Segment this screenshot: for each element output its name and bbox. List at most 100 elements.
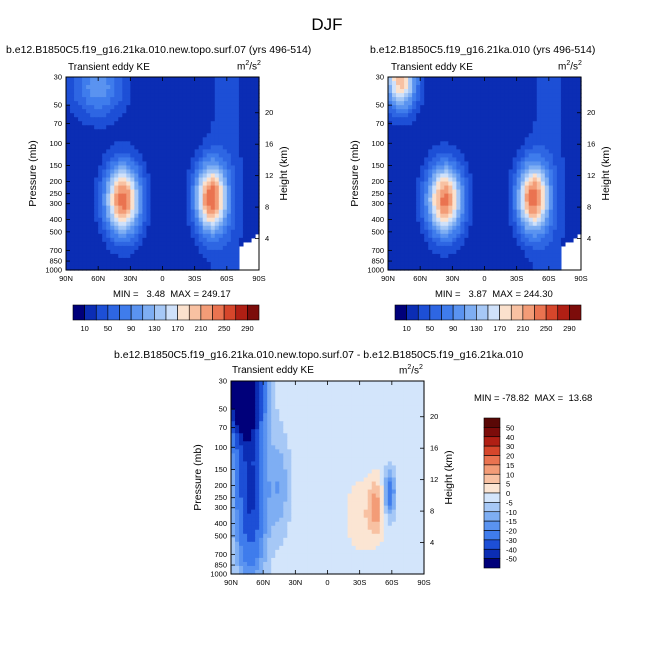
field-cell — [114, 117, 119, 122]
field-cell — [343, 389, 349, 394]
field-cell — [400, 153, 405, 159]
field-cell — [90, 185, 95, 191]
field-cell — [492, 209, 498, 215]
field-cell — [516, 149, 522, 154]
field-cell — [78, 129, 83, 134]
field-cell — [122, 133, 127, 138]
field-cell — [275, 405, 280, 410]
field-cell — [186, 149, 192, 154]
field-cell — [504, 193, 510, 199]
field-cell — [424, 153, 429, 159]
field-cell — [70, 77, 75, 82]
field-cell — [210, 137, 216, 142]
field-cell — [444, 205, 449, 211]
field-cell — [246, 77, 252, 82]
field-cell — [254, 101, 260, 106]
field-cell — [134, 249, 139, 255]
field-cell — [142, 109, 148, 114]
field-cell — [198, 233, 204, 239]
field-cell — [86, 93, 91, 98]
field-cell — [444, 253, 449, 259]
field-cell — [154, 181, 160, 187]
field-cell — [170, 233, 176, 239]
field-cell — [182, 145, 188, 150]
field-cell — [234, 209, 240, 215]
field-cell — [420, 189, 425, 195]
field-cell — [468, 113, 474, 118]
field-cell — [110, 249, 115, 255]
field-cell — [496, 209, 502, 215]
field-cell — [564, 161, 570, 167]
field-cell — [532, 113, 538, 118]
field-cell — [283, 405, 288, 410]
field-cell — [560, 193, 566, 199]
y2tick-label: 8 — [265, 203, 269, 212]
field-cell — [404, 129, 409, 134]
field-cell — [170, 221, 176, 227]
field-cell — [556, 165, 562, 171]
field-cell — [400, 169, 405, 175]
field-cell — [408, 117, 413, 122]
field-cell — [222, 153, 228, 159]
field-cell — [134, 101, 139, 106]
field-cell — [102, 129, 107, 134]
field-cell — [150, 129, 156, 134]
field-cell — [234, 105, 240, 110]
field-cell — [218, 197, 224, 203]
field-cell — [70, 105, 75, 110]
field-cell — [404, 173, 409, 179]
field-cell — [162, 137, 168, 142]
field-cell — [452, 261, 457, 267]
field-cell — [122, 165, 127, 171]
field-cell — [118, 93, 123, 98]
field-cell — [138, 141, 143, 146]
field-cell — [500, 97, 506, 102]
field-cell — [162, 185, 168, 191]
field-cell — [78, 213, 83, 219]
field-cell — [472, 101, 478, 106]
field-cell — [166, 113, 172, 118]
field-cell — [460, 233, 465, 239]
field-cell — [70, 265, 75, 271]
field-cell — [452, 125, 457, 130]
field-cell — [106, 193, 111, 199]
field-cell — [520, 173, 526, 179]
field-cell — [130, 185, 135, 191]
field-cell — [528, 105, 534, 110]
field-cell — [520, 213, 526, 219]
field-cell — [214, 229, 220, 235]
field-cell — [496, 149, 502, 154]
field-cell — [238, 77, 244, 82]
field-cell — [403, 385, 409, 390]
field-cell — [178, 257, 184, 263]
field-cell — [432, 101, 437, 106]
field-cell — [428, 237, 433, 243]
field-cell — [114, 237, 119, 243]
field-cell — [66, 225, 71, 231]
field-cell — [110, 165, 115, 171]
field-cell — [484, 233, 490, 239]
field-cell — [484, 129, 490, 134]
field-cell — [560, 181, 566, 187]
field-cell — [138, 101, 143, 106]
field-cell — [504, 249, 510, 255]
field-cell — [424, 185, 429, 191]
field-cell — [226, 81, 232, 86]
field-cell — [568, 89, 574, 94]
field-cell — [174, 81, 180, 86]
field-cell — [388, 257, 393, 263]
field-cell — [118, 117, 123, 122]
field-cell — [544, 189, 550, 195]
field-cell — [392, 129, 397, 134]
field-cell — [528, 237, 534, 243]
field-cell — [480, 145, 486, 150]
field-cell — [166, 157, 172, 163]
field-cell — [235, 389, 240, 394]
field-cell — [198, 177, 204, 183]
field-cell — [106, 237, 111, 243]
field-cell — [532, 213, 538, 219]
field-cell — [210, 205, 216, 211]
field-cell — [512, 97, 518, 102]
field-cell — [222, 253, 228, 259]
field-cell — [130, 117, 135, 122]
